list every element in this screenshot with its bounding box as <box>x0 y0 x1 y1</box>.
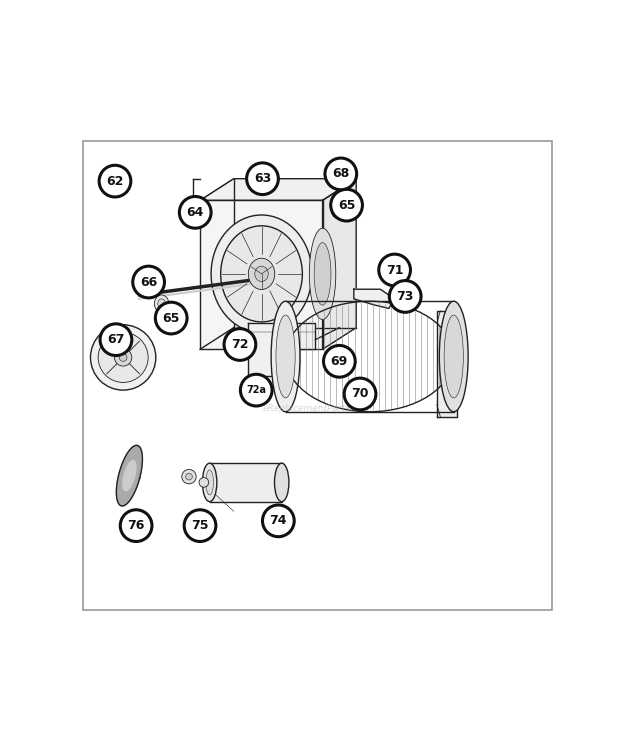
Polygon shape <box>354 289 394 309</box>
Ellipse shape <box>255 266 268 281</box>
Ellipse shape <box>211 215 312 333</box>
Text: 76: 76 <box>128 519 145 532</box>
Text: 67: 67 <box>107 333 125 346</box>
Circle shape <box>330 189 363 221</box>
Text: 68: 68 <box>332 167 350 180</box>
Polygon shape <box>123 461 136 491</box>
Ellipse shape <box>157 299 166 309</box>
Circle shape <box>156 302 187 334</box>
Text: 75: 75 <box>192 519 209 532</box>
Ellipse shape <box>206 470 213 495</box>
Polygon shape <box>248 323 316 376</box>
Circle shape <box>344 378 376 410</box>
Polygon shape <box>117 446 143 506</box>
Ellipse shape <box>309 228 336 319</box>
Ellipse shape <box>202 464 217 501</box>
Circle shape <box>91 325 156 390</box>
Circle shape <box>379 254 410 286</box>
Polygon shape <box>200 179 356 200</box>
Ellipse shape <box>440 301 468 411</box>
Ellipse shape <box>271 301 300 411</box>
Circle shape <box>247 163 278 195</box>
Circle shape <box>119 353 127 362</box>
Circle shape <box>262 505 294 536</box>
Polygon shape <box>322 179 356 349</box>
Text: 62: 62 <box>106 175 123 187</box>
Circle shape <box>133 266 164 298</box>
Text: 65: 65 <box>162 312 180 324</box>
Text: 72: 72 <box>231 338 249 351</box>
Polygon shape <box>200 200 322 349</box>
Circle shape <box>182 469 196 484</box>
Text: 63: 63 <box>254 172 271 185</box>
Circle shape <box>199 478 209 487</box>
Ellipse shape <box>275 464 289 501</box>
Circle shape <box>224 329 256 360</box>
Circle shape <box>389 280 421 312</box>
Text: 71: 71 <box>386 263 404 277</box>
Text: 72a: 72a <box>246 385 266 395</box>
Polygon shape <box>437 311 457 417</box>
Ellipse shape <box>332 205 350 219</box>
Ellipse shape <box>336 208 345 217</box>
Ellipse shape <box>276 315 295 398</box>
Circle shape <box>184 510 216 542</box>
Circle shape <box>179 196 211 228</box>
Text: 70: 70 <box>352 388 369 400</box>
Text: 73: 73 <box>397 290 414 303</box>
Text: 74: 74 <box>270 514 287 527</box>
Circle shape <box>115 349 132 366</box>
Ellipse shape <box>314 243 331 305</box>
Circle shape <box>325 158 356 190</box>
Circle shape <box>100 324 132 356</box>
Circle shape <box>185 473 192 480</box>
Ellipse shape <box>154 295 169 312</box>
Circle shape <box>99 165 131 197</box>
Ellipse shape <box>444 315 463 398</box>
Circle shape <box>324 345 355 377</box>
Ellipse shape <box>221 226 303 322</box>
Text: 69: 69 <box>330 355 348 368</box>
Circle shape <box>241 374 272 406</box>
Text: 64: 64 <box>187 206 204 219</box>
Circle shape <box>98 333 148 382</box>
Circle shape <box>120 510 152 542</box>
Text: eReplacementParts.com: eReplacementParts.com <box>263 404 373 413</box>
Ellipse shape <box>249 258 275 289</box>
Text: 66: 66 <box>140 275 157 289</box>
Polygon shape <box>210 464 281 501</box>
Text: 65: 65 <box>338 199 355 211</box>
